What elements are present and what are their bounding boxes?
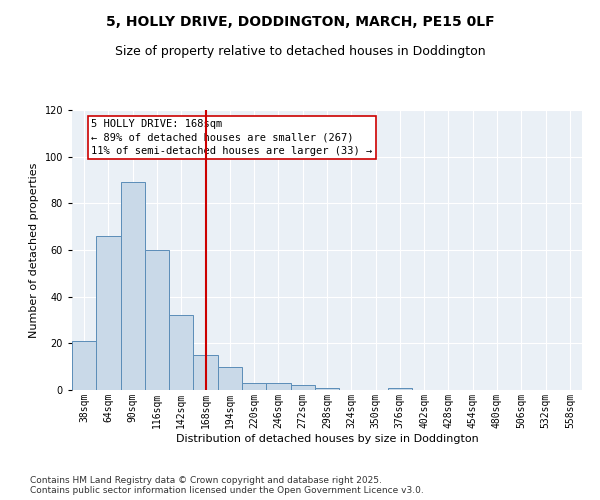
- Text: 5, HOLLY DRIVE, DODDINGTON, MARCH, PE15 0LF: 5, HOLLY DRIVE, DODDINGTON, MARCH, PE15 …: [106, 15, 494, 29]
- Bar: [218, 366, 242, 390]
- Bar: [145, 250, 169, 390]
- Bar: [315, 388, 339, 390]
- Text: Size of property relative to detached houses in Doddington: Size of property relative to detached ho…: [115, 45, 485, 58]
- Text: 5 HOLLY DRIVE: 168sqm
← 89% of detached houses are smaller (267)
11% of semi-det: 5 HOLLY DRIVE: 168sqm ← 89% of detached …: [91, 120, 373, 156]
- Bar: [290, 386, 315, 390]
- Bar: [121, 182, 145, 390]
- Bar: [169, 316, 193, 390]
- Bar: [266, 383, 290, 390]
- Text: Contains HM Land Registry data © Crown copyright and database right 2025.
Contai: Contains HM Land Registry data © Crown c…: [30, 476, 424, 495]
- X-axis label: Distribution of detached houses by size in Doddington: Distribution of detached houses by size …: [176, 434, 478, 444]
- Bar: [193, 355, 218, 390]
- Bar: [388, 388, 412, 390]
- Bar: [96, 236, 121, 390]
- Bar: [242, 383, 266, 390]
- Bar: [72, 341, 96, 390]
- Y-axis label: Number of detached properties: Number of detached properties: [29, 162, 39, 338]
